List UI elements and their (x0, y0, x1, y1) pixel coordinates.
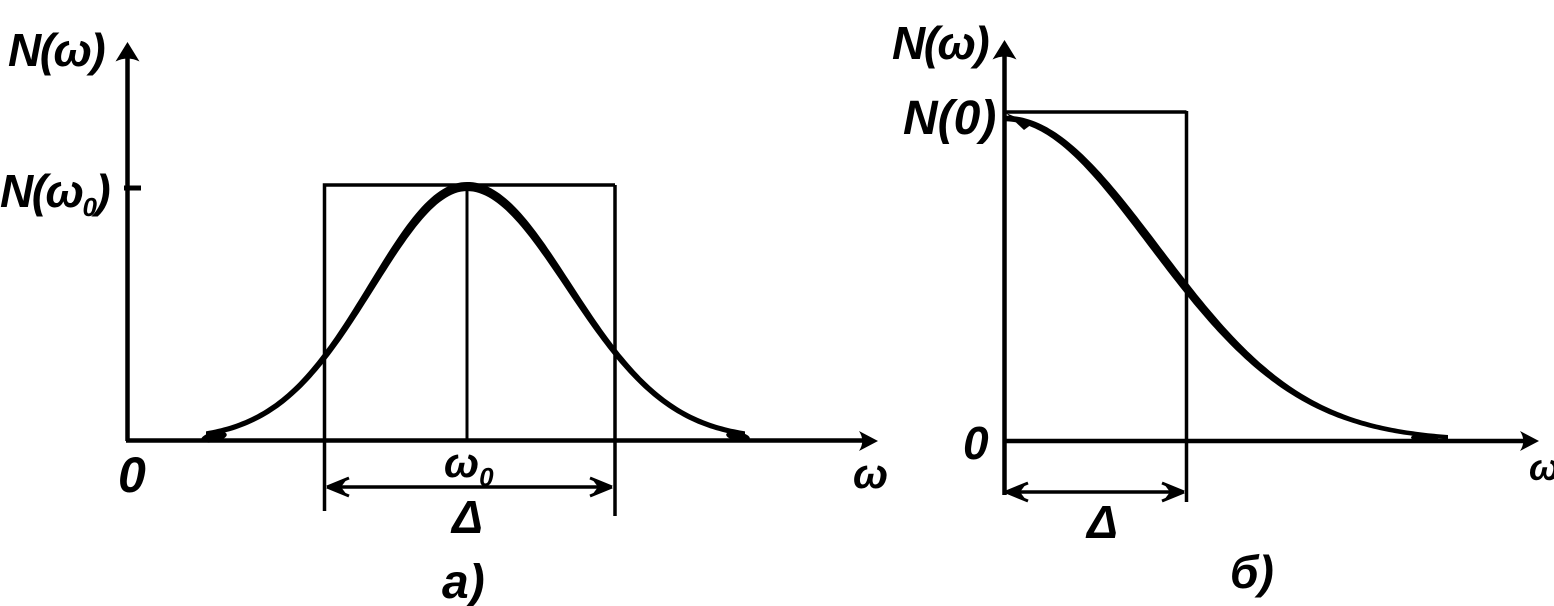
svg-text:ω: ω (853, 450, 888, 497)
svg-text:б): б) (1230, 546, 1274, 598)
svg-text:N(ω): N(ω) (8, 24, 104, 76)
svg-text:Δ: Δ (450, 491, 483, 543)
svg-text:0: 0 (118, 447, 146, 503)
svg-text:a): a) (442, 556, 485, 606)
svg-text:0: 0 (963, 417, 989, 469)
svg-text:N(ω): N(ω) (892, 17, 988, 69)
svg-text:ω: ω (1529, 447, 1554, 488)
svg-text:Δ: Δ (1085, 496, 1118, 548)
svg-text:N(0): N(0) (903, 92, 996, 145)
